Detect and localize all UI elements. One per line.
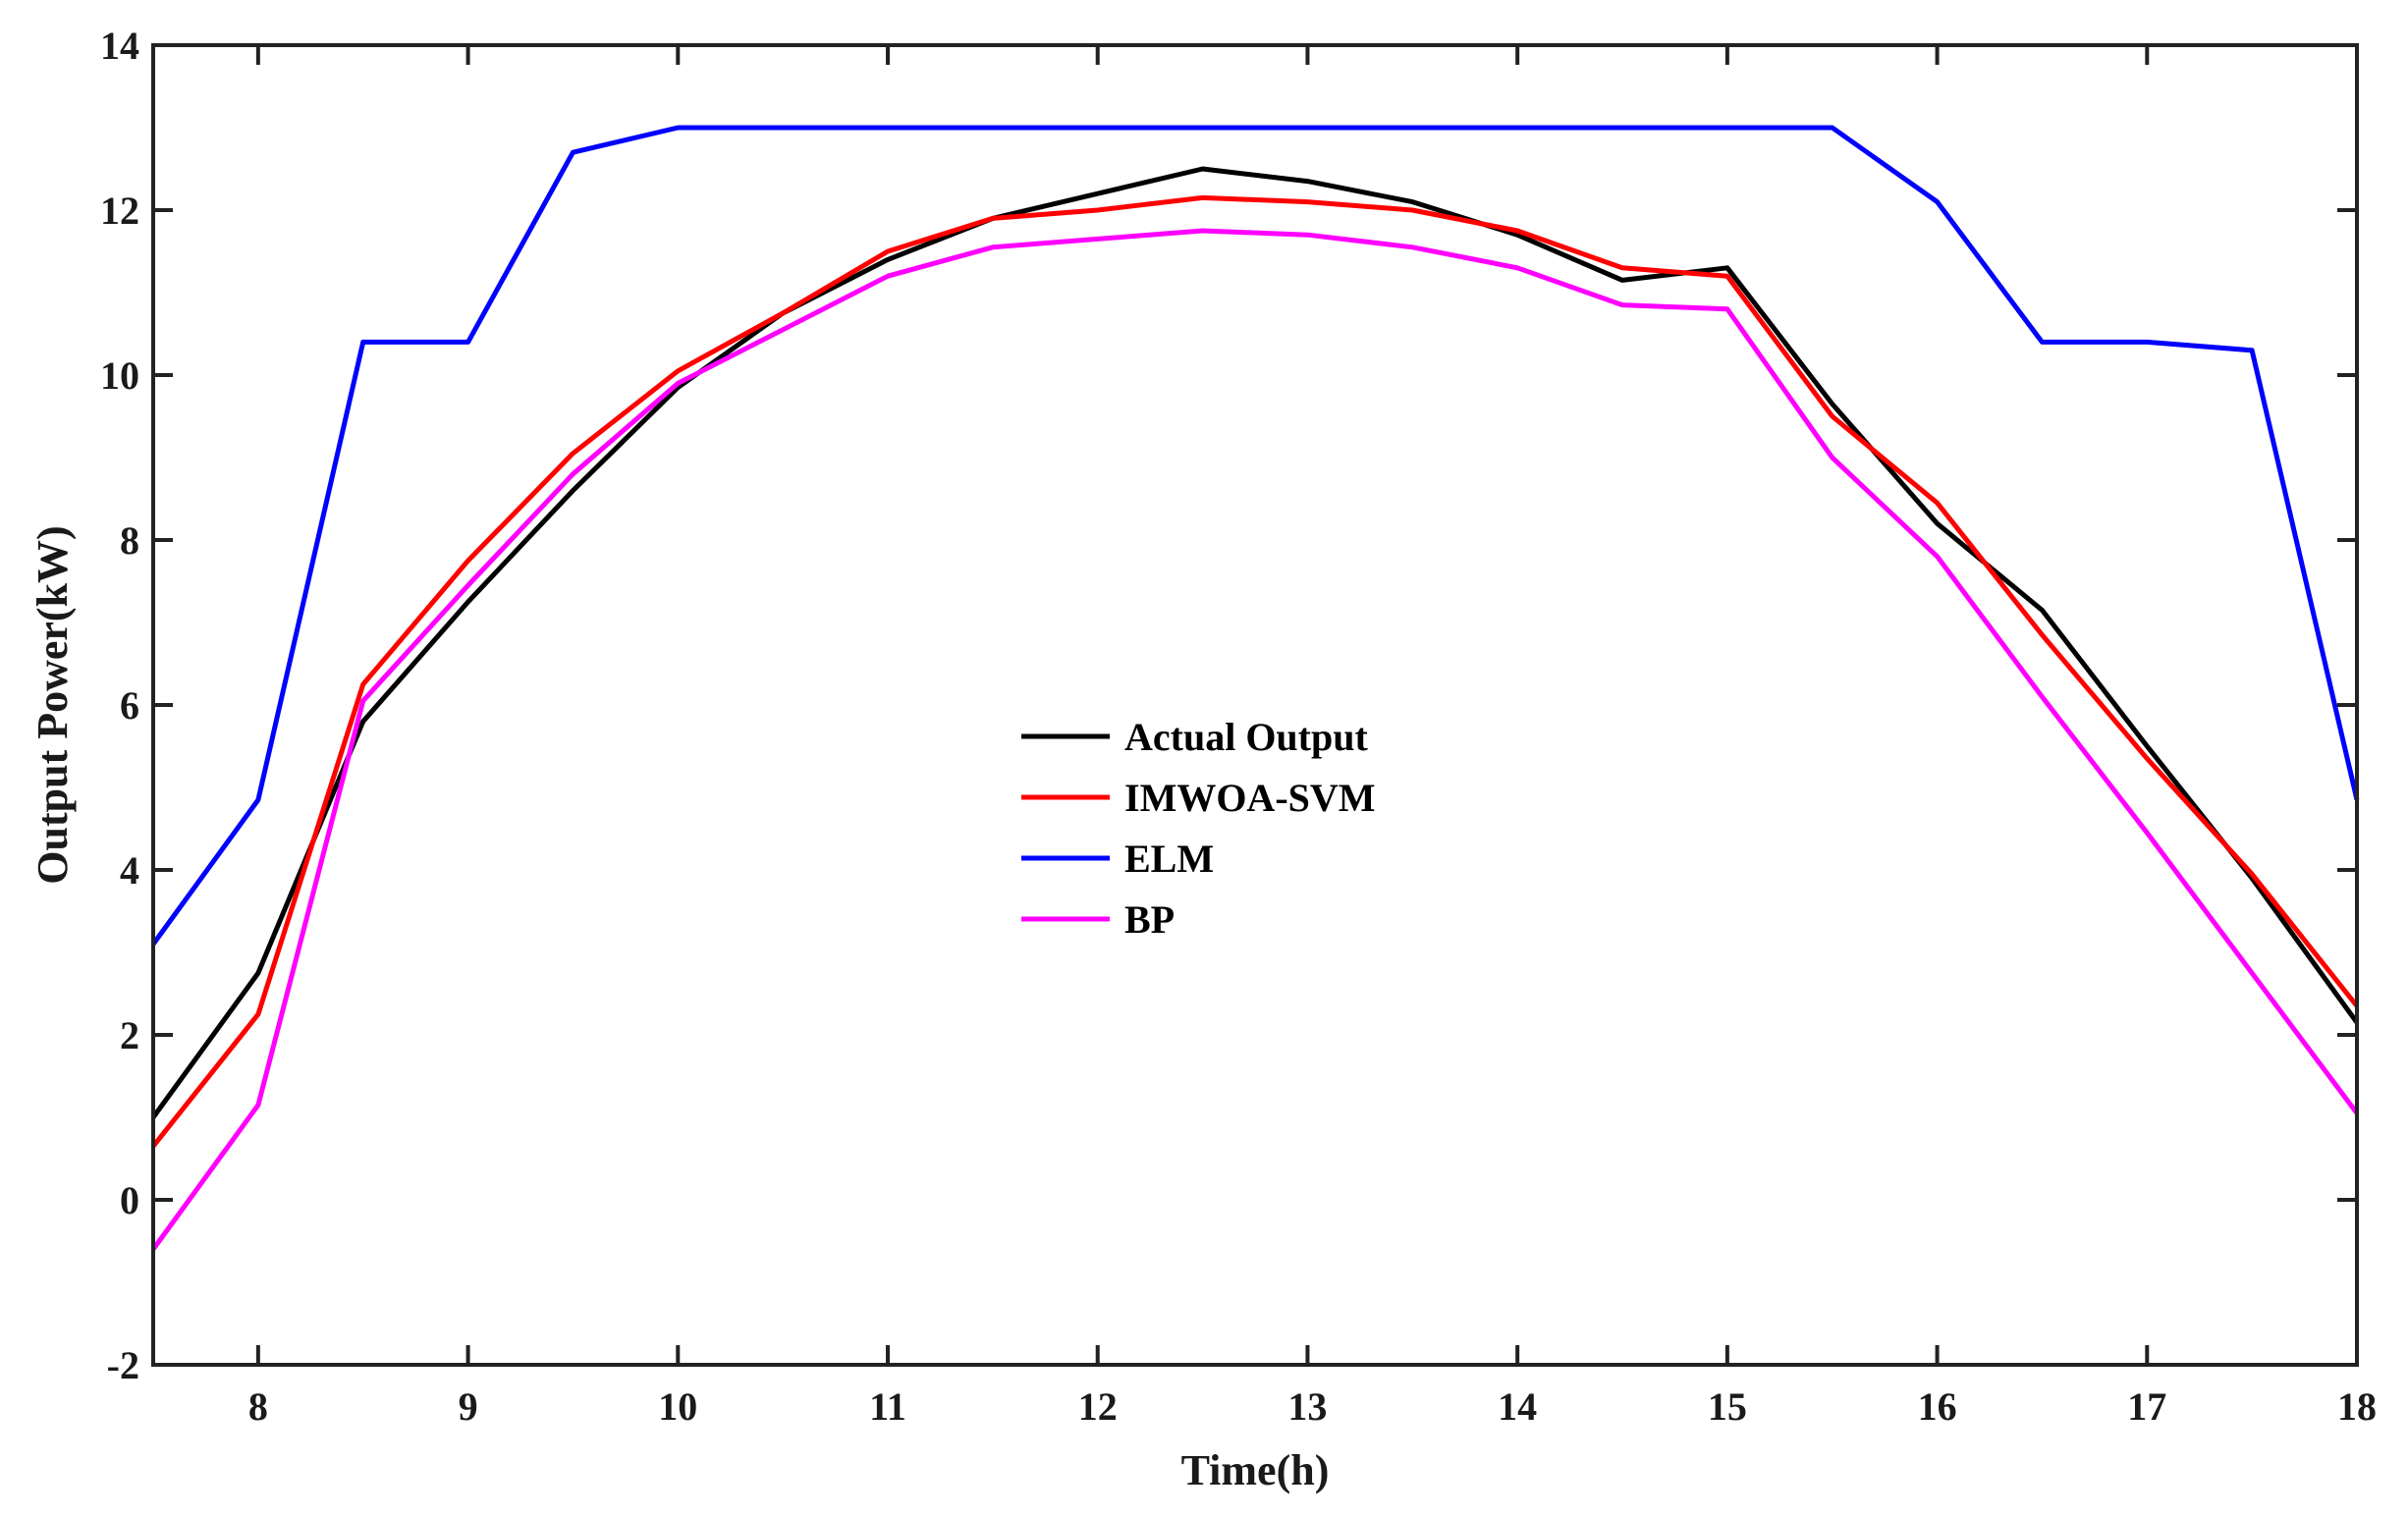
x-tick-label: 13	[1287, 1384, 1327, 1429]
x-tick-label: 18	[2337, 1384, 2377, 1429]
y-tick-label: 6	[120, 683, 139, 728]
y-tick-label: 14	[100, 24, 139, 68]
y-tick-label: -2	[107, 1343, 139, 1387]
legend-label-bp: BP	[1124, 897, 1175, 942]
series-line-imwoa-svm	[151, 194, 2359, 1148]
x-tick-label: 8	[248, 1384, 268, 1429]
series-layer	[150, 125, 2360, 1251]
x-tick-label: 11	[869, 1384, 906, 1429]
series-line-elm	[150, 125, 2360, 947]
x-tick-label: 10	[658, 1384, 697, 1429]
series-line-bp	[150, 228, 2360, 1251]
y-tick-label: 2	[120, 1013, 139, 1057]
y-tick-label: 8	[120, 518, 139, 563]
y-tick-label: 0	[120, 1178, 139, 1222]
x-tick-label: 12	[1078, 1384, 1118, 1429]
tick-layer: 8 9 10 11 12 13 14 15 16 17 18 -2 0 2 4 6 8 10 12 14	[100, 24, 2377, 1429]
x-tick-label: 9	[459, 1384, 478, 1429]
x-axis-label: Time(h)	[1181, 1446, 1330, 1494]
legend-label-elm: ELM	[1124, 837, 1214, 881]
legend: Actual Output IMWOA-SVM ELM BP	[1021, 715, 1376, 942]
legend-label-imwoa-svm: IMWOA-SVM	[1124, 776, 1376, 820]
x-tick-label: 17	[2127, 1384, 2166, 1429]
y-tick-label: 12	[100, 189, 139, 233]
y-tick-label: 10	[100, 353, 139, 398]
y-axis-label: Output Power(kW)	[28, 525, 77, 884]
y-tick-label: 4	[120, 848, 139, 893]
x-tick-label: 15	[1708, 1384, 1747, 1429]
x-tick-label: 14	[1498, 1384, 1537, 1429]
x-tick-label: 16	[1918, 1384, 1957, 1429]
legend-label-actual-output: Actual Output	[1124, 715, 1368, 759]
